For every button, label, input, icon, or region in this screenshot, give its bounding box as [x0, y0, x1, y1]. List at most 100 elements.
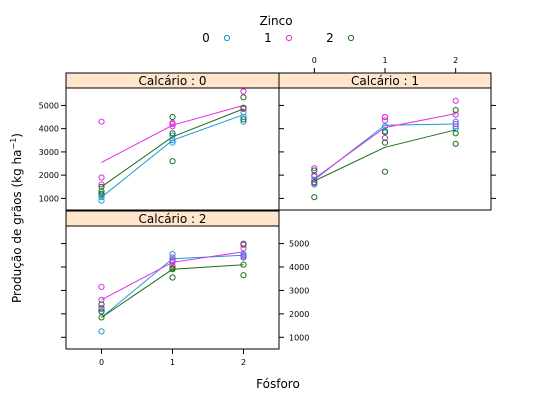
panel-strip-label: Calcário : 0 [139, 74, 207, 88]
data-point [98, 197, 105, 204]
data-point [169, 123, 176, 130]
y-axis-label: Produção de grãos (kg ha−1) [9, 133, 24, 303]
data-point [311, 165, 318, 172]
data-point [311, 173, 318, 180]
data-point [452, 125, 459, 132]
y-tick-label: 4000 [39, 125, 59, 134]
data-point [240, 261, 247, 268]
data-point [452, 97, 459, 104]
y-axis-label-tail: ) [10, 133, 24, 138]
data-point [98, 283, 105, 290]
data-point [98, 118, 105, 125]
panel-frame [278, 87, 492, 211]
series-zinco-2 [98, 94, 247, 197]
data-point [311, 179, 318, 186]
legend-entries: 0 1 2 [202, 31, 355, 45]
series-line [101, 108, 244, 188]
data-point [240, 109, 247, 116]
data-point [240, 94, 247, 101]
series-zinco-1 [311, 97, 459, 187]
data-point [98, 190, 105, 197]
data-point [98, 308, 105, 315]
data-point [240, 245, 247, 252]
data-point [240, 104, 247, 111]
data-point [240, 241, 247, 248]
legend-title: Zinco [259, 14, 292, 28]
data-point [169, 266, 176, 273]
data-point [240, 88, 247, 95]
legend-label-2: 2 [326, 31, 334, 45]
y-tick-label: 2000 [39, 171, 59, 180]
data-point [169, 251, 176, 258]
data-point [452, 118, 459, 125]
series-zinco-2 [98, 241, 247, 321]
data-point [98, 174, 105, 181]
y-axis-label-main: Produção de grãos (kg ha [10, 149, 24, 303]
y-tick-label: 5000 [289, 240, 309, 249]
x-tick-label: 1 [170, 358, 175, 367]
panel-1: Calcário : 001210002000300040005000 [39, 72, 284, 228]
data-point [452, 120, 459, 128]
data-point [98, 188, 105, 195]
x-tick-label: 1 [382, 56, 387, 65]
series-zinco-0 [98, 251, 247, 335]
y-tick-label: 1000 [39, 194, 59, 203]
series-zinco-1 [98, 240, 247, 312]
data-point [452, 111, 459, 118]
data-point [381, 129, 389, 136]
series-zinco-0 [311, 113, 459, 188]
x-tick-label: 2 [241, 358, 246, 367]
y-axis-label-superscript: −1 [9, 138, 18, 150]
data-point [381, 123, 389, 130]
panel-strip-label: Calcário : 2 [139, 212, 207, 226]
data-point [169, 130, 176, 137]
data-point [98, 301, 105, 308]
data-point [311, 194, 318, 201]
data-point [98, 183, 105, 190]
series-line [101, 264, 244, 318]
data-point [98, 194, 105, 201]
data-point [98, 314, 105, 321]
x-tick-label: 0 [312, 56, 317, 65]
data-point [169, 119, 176, 127]
data-point [381, 117, 389, 124]
data-point [169, 137, 176, 144]
data-point [169, 113, 176, 121]
series-zinco-2 [311, 107, 459, 201]
series-line [314, 129, 456, 182]
legend: Zinco 0 1 2 [202, 14, 355, 45]
data-point [452, 123, 459, 130]
data-point [381, 113, 389, 121]
data-point [169, 262, 176, 269]
legend-symbol-2 [347, 34, 355, 42]
panel-3: Calcário : 2 0 1 2 1000 2000 3000 4000 5000 [61, 210, 309, 367]
data-point [240, 272, 247, 279]
data-point [452, 140, 459, 147]
data-point [240, 251, 247, 258]
y-tick-label: 2000 [289, 310, 309, 319]
data-point [169, 254, 176, 261]
y-tick-label: 3000 [39, 148, 59, 157]
data-point [311, 167, 318, 174]
panel-frame [65, 87, 280, 211]
data-point [240, 118, 247, 125]
y-tick-label: 5000 [39, 101, 59, 110]
y-tick-label: 4000 [289, 263, 309, 272]
data-point [169, 259, 176, 266]
panel-strip-label: Calcário : 1 [351, 74, 419, 88]
data-point [381, 168, 389, 175]
panel-frame [65, 225, 280, 350]
data-point [452, 107, 459, 114]
legend-label-0: 0 [202, 31, 210, 45]
series-line [101, 251, 244, 301]
x-axis-label: Fósforo [256, 377, 300, 391]
legend-symbol-1 [285, 34, 293, 42]
data-point [381, 139, 389, 146]
data-point [240, 116, 247, 123]
data-point [381, 134, 389, 142]
legend-symbol-0 [223, 34, 231, 42]
series-line [314, 113, 456, 180]
x-tick-label: 2 [453, 56, 458, 65]
series-zinco-0 [98, 109, 247, 204]
